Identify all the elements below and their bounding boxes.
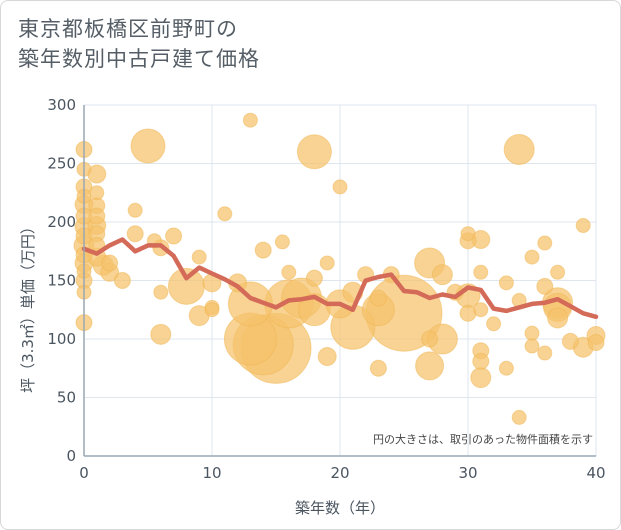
- data-bubble: [503, 133, 535, 165]
- average-line-group: [81, 237, 599, 320]
- data-bubble: [217, 206, 233, 222]
- chart-title-line1: 東京都板橋区前野町の: [18, 17, 238, 41]
- x-tick-label: 20: [330, 464, 349, 482]
- data-bubble: [498, 275, 514, 291]
- data-bubble: [587, 334, 605, 352]
- y-axis-label: 坪（3.3㎡）単価（万円）: [19, 219, 37, 393]
- data-bubble: [150, 323, 172, 345]
- data-bubble: [113, 272, 131, 289]
- data-bubble: [369, 359, 387, 377]
- data-bubble: [486, 316, 502, 332]
- data-bubble: [547, 307, 569, 329]
- data-bubble: [575, 218, 591, 234]
- size-note: 円の大きさは、取引のあった物件面積を示す: [373, 432, 593, 446]
- data-bubble: [296, 134, 332, 170]
- data-bubble: [550, 264, 566, 280]
- data-bubble: [470, 367, 492, 389]
- data-bubble: [101, 254, 119, 272]
- data-bubble: [317, 347, 337, 367]
- data-bubble: [537, 345, 553, 361]
- data-bubble: [524, 249, 540, 265]
- y-tick-label: 50: [57, 389, 76, 407]
- chart-title: 東京都板橋区前野町の 築年数別中古戸建て価格: [18, 14, 260, 74]
- data-bubble: [472, 352, 490, 370]
- data-bubble: [421, 330, 439, 348]
- data-bubble: [511, 409, 527, 425]
- y-tick-label: 0: [66, 447, 76, 465]
- data-bubble: [89, 185, 105, 201]
- chart-title-line2: 築年数別中古戸建て価格: [18, 47, 260, 71]
- axes: 0 50 100 150 200 250 300 0 10 20 30 40: [47, 96, 605, 482]
- data-bubble: [498, 360, 514, 376]
- data-bubble: [473, 264, 489, 280]
- data-bubble: [305, 269, 323, 287]
- y-tick-label: 200: [47, 213, 76, 231]
- data-bubble: [431, 264, 453, 286]
- data-bubble: [524, 338, 540, 354]
- data-bubble: [126, 225, 144, 243]
- y-tick-label: 150: [47, 272, 76, 290]
- data-bubble: [415, 351, 445, 381]
- average-line: [81, 237, 599, 320]
- x-axis-label: 築年数（年）: [295, 499, 385, 517]
- data-bubble: [88, 207, 106, 225]
- data-bubble: [460, 226, 476, 242]
- y-tick-label: 250: [47, 155, 76, 173]
- data-bubble: [127, 202, 143, 218]
- y-tick-label: 100: [47, 330, 76, 348]
- data-bubble: [369, 289, 387, 307]
- data-bubble: [254, 241, 272, 259]
- data-bubble: [191, 249, 207, 265]
- data-bubble: [537, 235, 553, 251]
- data-bubble: [153, 284, 169, 300]
- y-tick-label: 300: [47, 96, 76, 114]
- data-bubble: [165, 227, 183, 245]
- data-bubble: [473, 302, 489, 318]
- data-bubble: [274, 234, 290, 250]
- data-bubble: [332, 179, 348, 195]
- x-tick-label: 30: [458, 464, 477, 482]
- data-bubble: [536, 277, 554, 295]
- x-tick-label: 10: [202, 464, 221, 482]
- data-bubble: [524, 325, 540, 341]
- data-bubble: [281, 264, 297, 280]
- data-bubble: [204, 302, 220, 318]
- data-bubble: [561, 332, 579, 350]
- data-bubble: [130, 128, 166, 164]
- data-bubble: [319, 255, 335, 271]
- data-bubble: [242, 112, 258, 128]
- x-tick-label: 0: [79, 464, 89, 482]
- x-tick-label: 40: [586, 464, 605, 482]
